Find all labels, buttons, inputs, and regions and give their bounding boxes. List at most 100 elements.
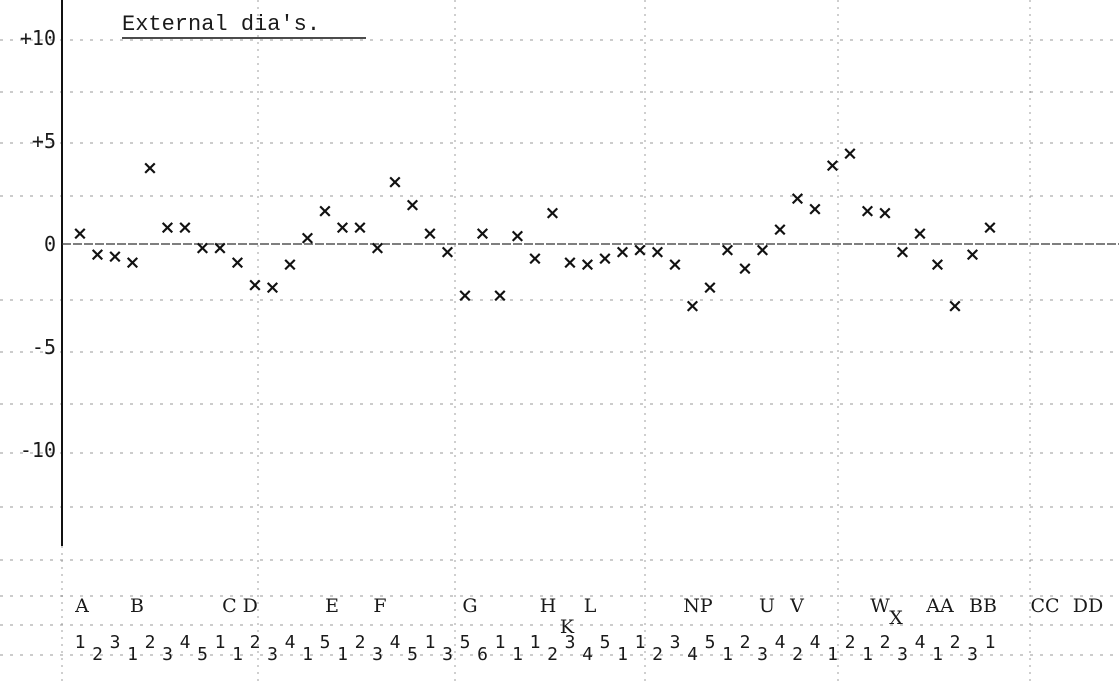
y-tick-label: 0 [44, 232, 56, 256]
sub-label: 1 [635, 632, 646, 653]
sub-label: 2 [740, 632, 751, 653]
y-tick-label: +10 [20, 26, 56, 50]
axes [61, 0, 1119, 546]
data-point: × [440, 241, 456, 263]
sub-label: 3 [110, 632, 121, 653]
data-point: × [387, 171, 403, 193]
sub-label: 4 [285, 632, 296, 653]
y-tick-label: -10 [20, 438, 56, 462]
sub-label: 2 [880, 632, 891, 653]
category-labels: A B C D E F G HKL NP U V WX AA BB CC DD [74, 595, 1103, 638]
y-tick-labels: +10 +5 0 -5 -10 [20, 26, 56, 462]
sub-label: 6 [477, 644, 488, 665]
sub-label: 4 [915, 632, 926, 653]
data-point: × [195, 237, 211, 259]
category-label: AA [925, 595, 954, 617]
data-point: × [842, 142, 858, 164]
data-point: × [650, 241, 666, 263]
data-point: × [160, 217, 176, 239]
data-point: × [825, 155, 841, 177]
sub-label: 5 [197, 644, 208, 665]
sub-label: 4 [180, 632, 191, 653]
data-point: × [492, 285, 508, 307]
sub-label: 2 [92, 644, 103, 665]
sub-label: 1 [827, 644, 838, 665]
category-label: B [130, 595, 144, 617]
sub-label: 1 [337, 644, 348, 665]
sub-label: 2 [845, 632, 856, 653]
category-label: U [759, 595, 775, 617]
category-label: NP [683, 595, 713, 617]
data-point: × [265, 276, 281, 298]
category-label: E [325, 595, 339, 617]
data-point: × [405, 194, 421, 216]
category-label: BB [969, 595, 997, 617]
data-point: × [702, 276, 718, 298]
data-point: × [877, 202, 893, 224]
category-label: X [889, 607, 903, 629]
category-label: A [74, 595, 89, 617]
data-point: × [475, 223, 491, 245]
category-label: G [462, 595, 477, 617]
sub-label: 1 [985, 632, 996, 653]
data-point: × [282, 254, 298, 276]
sub-label: 3 [670, 632, 681, 653]
sub-label: 3 [442, 644, 453, 665]
sub-label: 2 [145, 632, 156, 653]
sub-label: 4 [687, 644, 698, 665]
data-point: × [790, 188, 806, 210]
sub-label: 2 [250, 632, 261, 653]
sub-label: 2 [792, 644, 803, 665]
data-point: × [177, 217, 193, 239]
sub-label: 4 [775, 632, 786, 653]
data-point: × [335, 217, 351, 239]
sub-label: 5 [600, 632, 611, 653]
data-point: × [685, 295, 701, 317]
sub-label: 2 [950, 632, 961, 653]
data-point: × [772, 219, 788, 241]
category-label: V [789, 595, 804, 617]
data-point: × [615, 241, 631, 263]
sub-label: 1 [512, 644, 523, 665]
data-point: × [720, 239, 736, 261]
sub-label: 1 [862, 644, 873, 665]
category-label: CC [1030, 595, 1059, 617]
sub-label: 1 [495, 632, 506, 653]
data-point: × [947, 295, 963, 317]
data-point: × [72, 223, 88, 245]
sub-label: 3 [372, 644, 383, 665]
data-point: × [422, 223, 438, 245]
sub-label: 2 [355, 632, 366, 653]
data-point: × [860, 200, 876, 222]
sub-label: 4 [810, 632, 821, 653]
category-label: K [560, 616, 575, 638]
data-point: × [930, 254, 946, 276]
sub-label: 1 [215, 632, 226, 653]
sub-label: 5 [320, 632, 331, 653]
data-point: × [545, 202, 561, 224]
y-tick-label: +5 [32, 129, 56, 153]
sub-label: 3 [565, 632, 576, 653]
data-point: × [510, 225, 526, 247]
data-point: × [580, 254, 596, 276]
data-point: × [807, 198, 823, 220]
sub-label: 5 [460, 632, 471, 653]
data-point: × [230, 252, 246, 274]
data-point: × [247, 274, 263, 296]
data-point: × [912, 223, 928, 245]
category-label: L [584, 595, 597, 617]
sub-label: 1 [302, 644, 313, 665]
sub-label: 1 [232, 644, 243, 665]
data-point: × [965, 243, 981, 265]
sub-label: 2 [652, 644, 663, 665]
category-label: DD [1073, 595, 1103, 617]
data-point: × [597, 247, 613, 269]
data-point: × [755, 239, 771, 261]
sub-label: 4 [582, 644, 593, 665]
sub-label: 1 [530, 632, 541, 653]
category-label: F [373, 595, 386, 617]
category-label: W [870, 595, 890, 617]
y-tick-label: -5 [32, 335, 56, 359]
